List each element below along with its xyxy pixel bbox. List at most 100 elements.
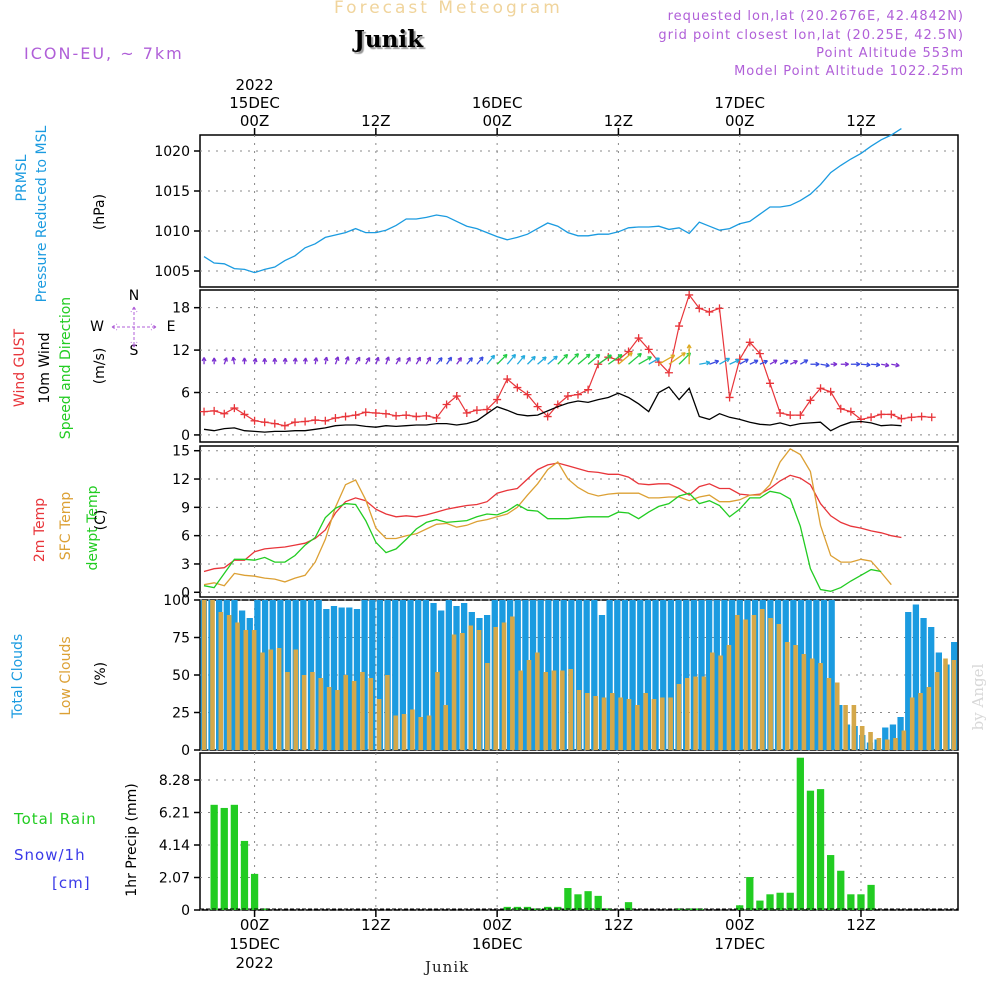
top-time-label: 12Z (361, 112, 390, 130)
wind-direction-arrow (425, 356, 432, 365)
wind-arrow-head (282, 357, 288, 363)
wind-arrow-head (511, 353, 517, 359)
low-cloud-bar (668, 697, 673, 750)
wind-direction-arrow (789, 360, 798, 365)
wind-gust-point (230, 404, 239, 413)
rain-label: Total Rain (14, 810, 97, 828)
wind-gust-line (203, 293, 932, 427)
total-cloud-bar (315, 600, 322, 750)
ytick-label: 1020 (154, 144, 190, 160)
wind-direction-arrow (201, 357, 207, 365)
total-cloud-bar (721, 600, 728, 750)
wind-gust-point (897, 414, 906, 423)
wind-direction-arrow (709, 359, 720, 365)
wind-arrow-head (292, 357, 298, 362)
compass-s-label: S (130, 343, 139, 359)
model-label: ICON-EU, ~ 7km (24, 44, 184, 63)
wind-arrow-head (866, 362, 871, 368)
total-cloud-bar (920, 618, 927, 750)
ytick-label: 2.07 (159, 871, 190, 887)
total-cloud-bar (346, 607, 353, 750)
wind-direction-arrow (607, 354, 623, 365)
wind-arrow-head (686, 344, 692, 349)
wind-direction-arrow (881, 362, 890, 368)
total-cloud-bar (905, 612, 912, 750)
wind-gust-point (402, 411, 411, 420)
total-cloud-bar (246, 618, 253, 750)
wind-arrow-head (490, 354, 496, 360)
wind-arrow-head (385, 356, 390, 361)
bottom-time-label: 00Z (240, 916, 269, 934)
low-cloud-bar (360, 672, 365, 750)
low-cloud-bar (784, 642, 790, 750)
wind-arrow-shaft (476, 356, 484, 365)
ytick-label: 6 (181, 529, 190, 545)
wind-gust-point (675, 322, 684, 331)
wind-arrow-shaft (648, 357, 660, 365)
wind-direction-arrow (486, 354, 496, 365)
wind-gust-point (644, 345, 653, 354)
low-cloud-bar (493, 627, 498, 750)
total-cloud-bar (813, 600, 820, 750)
wind-arrow-shaft (749, 359, 759, 365)
low-cloud-bar (526, 660, 532, 750)
precip-bar (230, 804, 239, 910)
precip-bar (776, 892, 784, 910)
precip-bar (675, 908, 683, 910)
low-cloud-bar (701, 676, 707, 750)
wind-direction-arrow (699, 360, 711, 366)
wind-direction-arrow (516, 354, 526, 365)
low-cloud-bar (834, 682, 840, 750)
low-cloud-bar (310, 672, 315, 750)
bottom-time-label: 12Z (361, 916, 390, 934)
total-cloud-bar (438, 610, 445, 750)
bottom-time-label: 15DEC (229, 935, 280, 953)
wind-gust-point (816, 384, 825, 393)
wind-gust-point (381, 409, 390, 418)
wind-arrow-head (607, 354, 612, 359)
wind-arrow-head (563, 353, 569, 359)
wind-gust-point (432, 413, 441, 422)
low-cloud-bar (768, 618, 773, 750)
total-cloud-bar (606, 600, 613, 750)
wind-direction-arrow (223, 357, 228, 365)
wind-arrow-head (884, 362, 890, 368)
wind-arrow-head (252, 357, 258, 363)
wind-arrow-head (262, 358, 268, 363)
wind-direction-arrow (739, 358, 749, 365)
low-cloud-bar (884, 739, 890, 750)
wind-direction-arrow (871, 362, 881, 368)
top-time-label: 16DEC (472, 94, 523, 112)
low-cloud-bar (676, 684, 682, 750)
wind-gust-point (846, 407, 855, 416)
low-cloud-bar (243, 630, 249, 750)
low-cloud-bar (693, 676, 698, 750)
wind-arrow-shaft (739, 358, 749, 365)
total-cloud-bar (637, 600, 644, 750)
wind-direction-arrow (374, 356, 380, 365)
wind-direction-arrow (658, 354, 676, 365)
compass-e-label: E (167, 319, 176, 335)
low-cloud-bar (426, 715, 432, 750)
wind-direction-arrow (810, 361, 820, 367)
top-time-label: 17DEC (714, 94, 765, 112)
wind-gust-point (361, 408, 370, 417)
wind-arrow-shaft (779, 359, 789, 365)
wind-gust-point (412, 412, 421, 421)
precip-bar (816, 789, 825, 910)
wind-direction-arrow (313, 357, 319, 365)
total-cloud-bar (422, 600, 430, 750)
wind-arrow-head (201, 357, 207, 362)
precip-bar (503, 906, 511, 910)
wind-gust-point (240, 410, 249, 419)
total-cloud-bar (644, 600, 652, 750)
low-cloud-bar (576, 690, 582, 750)
total-cloud-bar (621, 600, 629, 750)
low-cloud-bar (843, 705, 848, 750)
low-cloud-bar (585, 693, 590, 750)
ytick-label: 6.21 (159, 806, 190, 822)
low-cloud-bar (709, 652, 715, 750)
wind-gust-point (422, 411, 431, 420)
wind-arrow-head (763, 359, 768, 365)
total-cloud-bar (629, 600, 636, 750)
